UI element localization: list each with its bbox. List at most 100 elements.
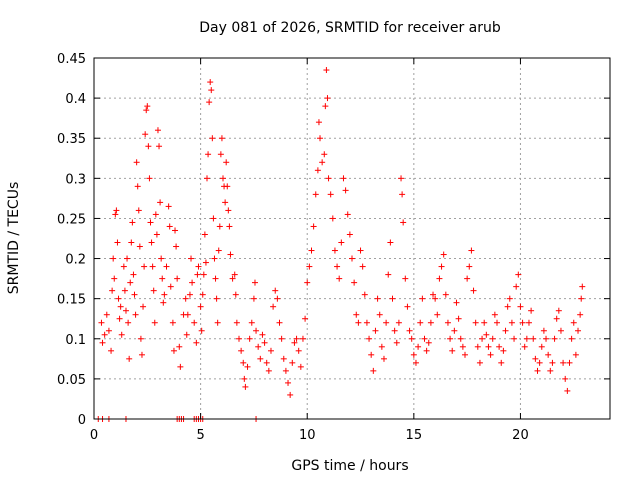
data-point xyxy=(278,335,285,342)
data-point xyxy=(159,275,166,282)
data-point xyxy=(410,351,417,358)
data-point xyxy=(193,339,200,346)
data-point xyxy=(204,175,211,182)
data-point xyxy=(251,279,258,286)
data-point xyxy=(327,191,334,198)
data-point xyxy=(126,355,133,362)
data-point xyxy=(462,351,469,358)
data-point xyxy=(317,135,324,142)
data-point xyxy=(195,263,202,270)
data-point xyxy=(325,175,332,182)
data-point xyxy=(220,175,226,182)
data-point xyxy=(566,359,573,366)
data-point xyxy=(449,347,456,354)
data-point xyxy=(110,255,117,262)
data-point xyxy=(474,343,481,350)
data-point xyxy=(129,219,136,226)
data-point xyxy=(250,295,257,302)
data-point xyxy=(493,319,500,326)
data-point xyxy=(368,351,375,358)
data-point xyxy=(310,223,317,230)
data-point xyxy=(485,343,492,350)
data-point xyxy=(385,271,392,278)
data-point xyxy=(432,295,439,302)
data-point xyxy=(131,291,138,298)
data-point xyxy=(504,303,511,310)
data-point xyxy=(276,319,283,326)
data-point xyxy=(372,327,379,334)
data-point xyxy=(342,187,349,194)
y-tick-label: 0.3 xyxy=(65,172,86,187)
data-point xyxy=(549,359,556,366)
data-point xyxy=(481,319,488,326)
data-point xyxy=(263,359,270,366)
data-point xyxy=(177,363,184,370)
data-point xyxy=(274,295,281,302)
data-point xyxy=(163,263,170,270)
data-point xyxy=(267,347,274,354)
data-point xyxy=(543,335,550,342)
data-point xyxy=(130,271,137,278)
data-point xyxy=(218,135,225,142)
data-point xyxy=(240,359,247,366)
data-point xyxy=(336,275,343,282)
data-point xyxy=(299,335,306,342)
data-point xyxy=(532,355,539,362)
data-point xyxy=(103,311,110,318)
data-point xyxy=(528,307,535,314)
chart-title: Day 081 of 2026, SRMTID for receiver aru… xyxy=(199,20,501,36)
data-point xyxy=(151,319,158,326)
data-point xyxy=(560,359,567,366)
data-point xyxy=(270,303,277,310)
data-point xyxy=(225,207,232,214)
x-tick-label: 0 xyxy=(90,428,98,443)
data-point xyxy=(248,319,255,326)
data-point xyxy=(423,347,430,354)
data-point xyxy=(122,307,129,314)
data-point xyxy=(116,315,123,322)
data-point xyxy=(170,347,177,354)
data-point xyxy=(412,359,419,366)
data-point xyxy=(457,335,464,342)
data-point xyxy=(553,315,560,322)
y-tick-label: 0.05 xyxy=(57,373,86,388)
data-point xyxy=(314,167,321,174)
data-point xyxy=(291,339,298,346)
data-point xyxy=(133,159,140,166)
data-point xyxy=(425,339,432,346)
x-axis-label: GPS time / hours xyxy=(291,458,408,474)
data-point xyxy=(338,239,345,246)
data-point xyxy=(213,295,220,302)
data-point xyxy=(173,243,180,250)
data-point xyxy=(216,223,223,230)
data-point xyxy=(506,295,513,302)
data-point xyxy=(143,107,150,114)
data-point xyxy=(212,275,219,282)
data-point xyxy=(142,131,149,138)
data-point xyxy=(127,279,134,286)
data-point xyxy=(483,331,490,338)
data-point xyxy=(229,275,236,282)
data-point xyxy=(231,271,238,278)
data-point xyxy=(289,359,296,366)
data-point xyxy=(150,287,157,294)
data-point xyxy=(282,367,289,374)
data-point xyxy=(167,283,174,290)
data-point xyxy=(145,143,152,150)
data-point xyxy=(202,259,209,266)
data-point xyxy=(540,327,547,334)
data-point xyxy=(140,303,147,310)
data-point xyxy=(400,219,407,226)
data-point xyxy=(295,347,302,354)
y-tick-label: 0.4 xyxy=(65,92,86,107)
data-point xyxy=(357,247,364,254)
data-point xyxy=(570,319,577,326)
data-point xyxy=(496,343,503,350)
data-point xyxy=(521,343,528,350)
data-point xyxy=(315,119,322,126)
data-point xyxy=(572,351,579,358)
x-tick-label: 20 xyxy=(512,428,529,443)
data-point xyxy=(489,335,496,342)
data-point xyxy=(137,335,144,342)
